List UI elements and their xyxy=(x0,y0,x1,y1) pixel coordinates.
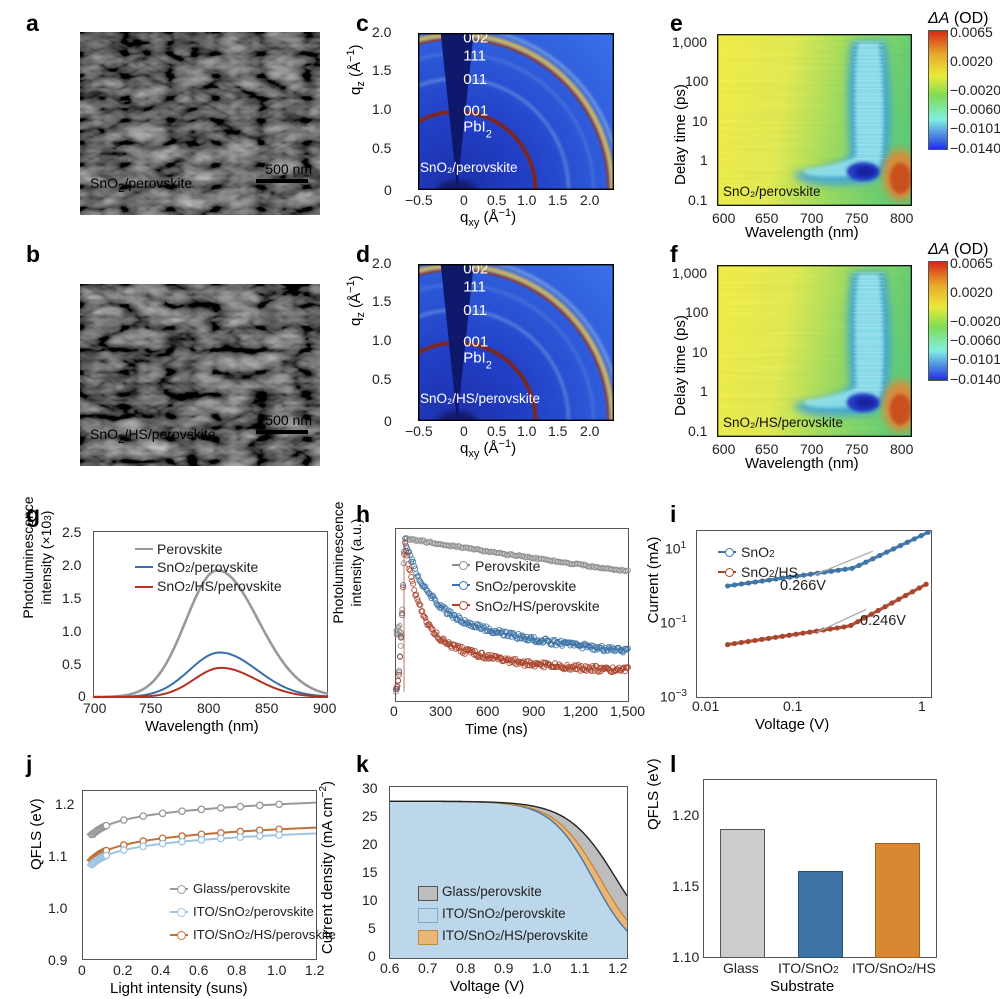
svg-text:011: 011 xyxy=(463,302,487,319)
svg-text:111: 111 xyxy=(463,279,486,296)
svg-text:011: 011 xyxy=(463,71,487,88)
svg-text:SnO₂/HS/perovskite: SnO₂/HS/perovskite xyxy=(420,391,540,406)
svg-text:SnO₂/HS/perovskite: SnO₂/HS/perovskite xyxy=(723,415,843,430)
svg-text:001: 001 xyxy=(463,103,488,120)
svg-text:111: 111 xyxy=(463,48,486,65)
svg-text:SnO₂/perovskite: SnO₂/perovskite xyxy=(420,160,518,175)
svg-text:002: 002 xyxy=(463,264,488,278)
svg-text:SnO₂/perovskite: SnO₂/perovskite xyxy=(723,184,821,199)
svg-text:002: 002 xyxy=(463,33,488,47)
svg-text:001: 001 xyxy=(463,334,488,351)
